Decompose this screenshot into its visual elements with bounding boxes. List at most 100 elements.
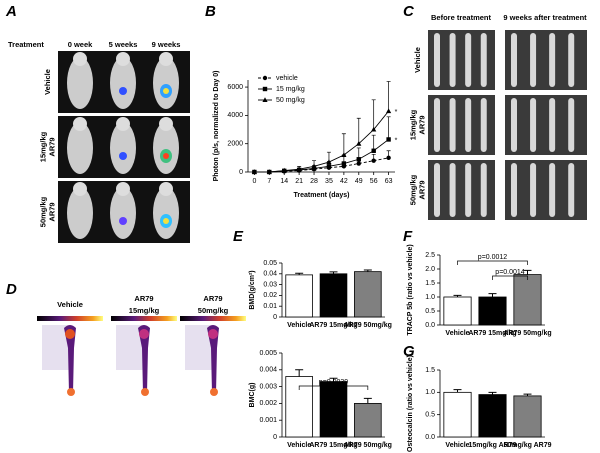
y-axis-label: Photon (p/s, normalized to Day 0) [213,71,220,182]
hotspot [208,329,218,339]
header: Vehicle [57,300,83,309]
header: 9 weeks [152,40,181,49]
x-tick-label: 56 [370,178,378,185]
point [371,148,376,153]
signal [119,87,127,95]
header: 0 week [68,40,93,49]
x-tick-label: 50mg/kg AR79 [504,442,552,449]
x-tick-label: AR79 15mg/kg [309,322,357,329]
point [386,155,391,161]
y-label: Osteocalcin (ratio vs vehicle) [407,355,414,452]
bone [480,98,487,152]
bone [465,163,472,217]
x-tick-label: AR79 15mg/kg [468,330,516,337]
bracket [457,260,528,265]
panel-label: A [5,3,17,20]
series-line [254,157,389,173]
panel-label: B [205,3,216,20]
bone [480,33,487,87]
color-bar [180,316,246,321]
y-label: BMD(g/cm²) [249,270,256,309]
error-bar [523,269,532,275]
annotation: p=0.0014 [495,269,524,276]
error-bar [356,117,361,144]
mouse-head [116,117,130,131]
bone [480,163,487,217]
y-tick-label: 0.03 [263,281,277,288]
bone [465,33,472,87]
mouse [153,57,179,109]
panel-label: E [233,228,244,245]
row-label-line: 15mg/kg [38,131,47,162]
x-tick-label: 49 [355,178,363,185]
point [341,161,347,166]
mouse-head [159,182,173,196]
mouse [110,57,136,109]
row-label-line: 50mg/kg [408,174,417,205]
bar [319,381,348,438]
y-tick-label: 2.0 [425,266,435,273]
point [251,169,257,174]
panel-label: G [403,343,415,360]
y-tick-label: 0 [273,434,277,441]
bar [285,274,313,318]
y-axis-label: TRACP 5b (ratio vs vehicle) [407,244,414,335]
mouse-head [159,52,173,66]
x-tick-label: 0 [252,178,256,185]
x-tick-label: AR79 50mg/kg [503,330,551,337]
annotation: p=0.0039 [319,379,348,386]
point [326,164,332,169]
bone-scan [138,325,150,393]
signal-core [163,153,169,159]
y-tick-label: 2.5 [425,252,435,259]
y-tick-label: 0 [239,169,243,176]
y-axis-label: Osteocalcin (ratio vs vehicle) [407,355,414,452]
y-tick-label: 0.003 [259,383,277,390]
panel-label: C [403,3,415,20]
point [356,161,361,166]
xray [505,30,587,90]
signal-core [163,88,169,94]
error-bar [363,397,372,404]
series-line [254,110,389,173]
y-tick-label: 0.005 [259,350,277,357]
y-tick-label: 0.5 [425,308,435,315]
bone [549,163,556,217]
error-bar [371,99,376,130]
x-tick-label: 28 [310,178,318,185]
y-tick-label: 1.5 [425,280,435,287]
y-tick-label: 1.5 [425,367,435,374]
x-tick-label: Vehicle [445,330,469,337]
mouse [67,122,93,174]
y-label: Photon (p/s, normalized to Day 0) [213,71,220,182]
error-bar [386,81,391,112]
y-axis-label: BMC(g) [249,383,256,408]
bone [568,98,575,152]
color-bar [111,316,177,321]
legend-marker [262,86,268,92]
row-label: 50mg/kg AR79 [408,174,426,205]
y-label: BMC(g) [249,383,256,408]
row-label: 15mg/kg AR79 [408,109,426,140]
y-tick-label: 1.0 [425,389,435,396]
panel-label: D [6,281,17,298]
annotation: * [395,109,398,116]
mouse [67,57,93,109]
x-tick-label: AR79 50mg/kg [344,322,392,329]
x-axis-label: Treatment (days) [293,192,349,199]
y-tick-label: 0.0 [425,322,435,329]
error-bar [295,369,304,377]
y-tick-label: 0.5 [425,412,435,419]
mouse [110,187,136,239]
bone-scan [207,325,219,393]
legend-label: 50 mg/kg [276,97,305,104]
y-tick-label: 6000 [227,84,243,91]
hotspot [67,388,75,396]
point [281,167,287,173]
hotspot [141,388,149,396]
hotspot [65,329,75,339]
bone [568,33,575,87]
row-label-line: AR79 [47,202,56,221]
header: 15mg/kg [129,306,160,315]
